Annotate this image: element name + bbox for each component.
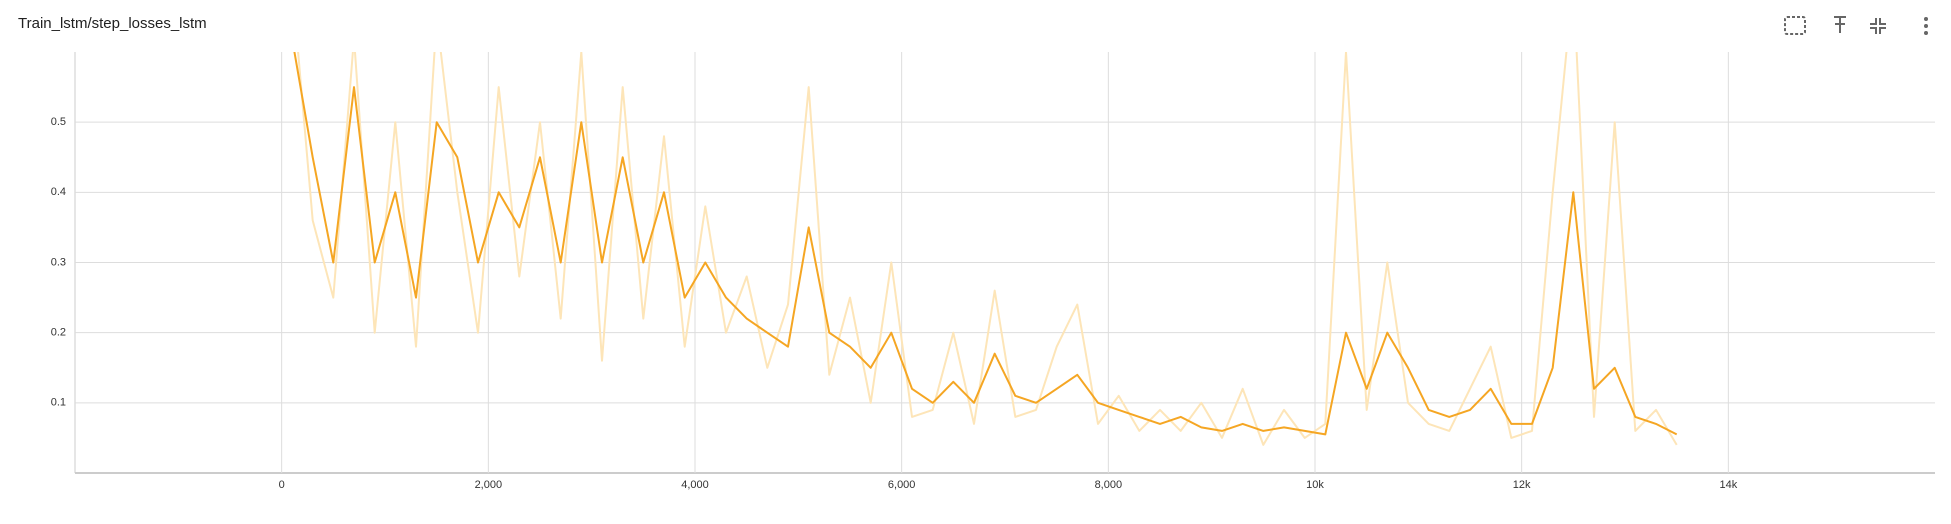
- y-tick-label: 0.4: [51, 186, 66, 198]
- y-tick-label: 0.2: [51, 327, 66, 339]
- x-tick-label: 6,000: [888, 479, 916, 491]
- series-line: [297, 52, 1678, 446]
- collapse-icon[interactable]: [1870, 18, 1886, 34]
- series-line: [293, 52, 1678, 436]
- x-tick-label: 0: [279, 479, 285, 491]
- y-tick-label: 0.3: [51, 256, 66, 268]
- menu-icon[interactable]: [1924, 17, 1928, 35]
- y-tick-label: 0.1: [51, 397, 66, 409]
- x-tick-label: 4,000: [681, 479, 709, 491]
- x-tick-label: 14k: [1719, 479, 1737, 491]
- y-tick-label: 0.5: [51, 116, 66, 128]
- pin-icon[interactable]: [1834, 16, 1846, 33]
- x-tick-label: 2,000: [475, 479, 503, 491]
- x-tick-label: 10k: [1306, 479, 1324, 491]
- fit-icon[interactable]: [1784, 16, 1806, 35]
- x-tick-label: 8,000: [1095, 479, 1123, 491]
- chart-title: Train_lstm/step_losses_lstm: [18, 15, 207, 32]
- toolbar[interactable]: [1784, 16, 1928, 35]
- x-tick-label: 12k: [1513, 479, 1531, 491]
- plot-area: [293, 52, 1678, 446]
